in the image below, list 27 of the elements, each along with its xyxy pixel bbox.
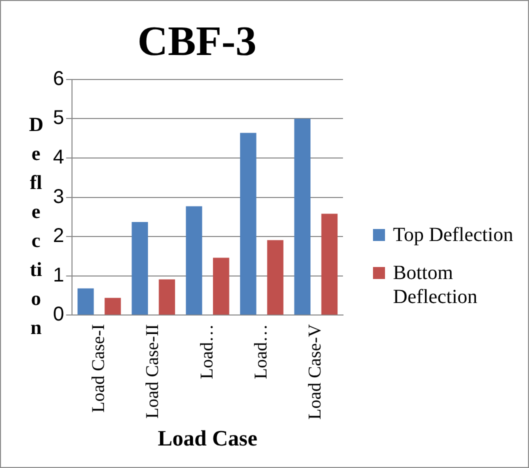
bar bbox=[321, 214, 338, 315]
bar bbox=[294, 118, 310, 315]
y-tick-label: 4 bbox=[53, 146, 64, 168]
y-tick-label: 6 bbox=[53, 68, 64, 90]
bar bbox=[158, 279, 176, 315]
y-tick-label: 1 bbox=[53, 264, 64, 286]
legend-label: Bottom Deflection bbox=[392, 261, 478, 309]
y-tick-label: 5 bbox=[53, 107, 64, 130]
bar bbox=[240, 132, 256, 315]
x-tick-label: Load Case-II bbox=[142, 324, 162, 419]
y-tick-label: 2 bbox=[53, 225, 64, 248]
bar bbox=[132, 222, 148, 315]
x-axis-title: Load Case bbox=[158, 425, 258, 450]
y-tick-label: 0 bbox=[53, 304, 64, 326]
bar bbox=[186, 206, 202, 315]
chart-title: CBF-3 bbox=[138, 19, 256, 66]
y-axis-title: Deflection bbox=[29, 113, 44, 341]
bar bbox=[104, 298, 121, 315]
x-tick-label: Load… bbox=[196, 324, 216, 380]
legend-label: Top Deflection bbox=[392, 223, 514, 247]
y-tick-label: 3 bbox=[53, 186, 64, 208]
bar bbox=[267, 240, 284, 315]
x-tick-label: Load Case-V bbox=[304, 324, 325, 420]
x-tick-label: Load… bbox=[250, 324, 270, 380]
x-tick-label: Load Case-I bbox=[88, 324, 108, 413]
bar bbox=[212, 258, 230, 315]
bar bbox=[78, 288, 94, 315]
